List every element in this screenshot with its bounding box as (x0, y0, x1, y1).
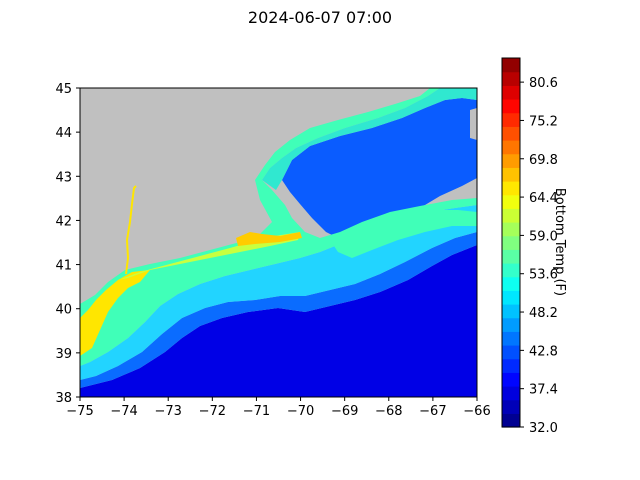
colorbar-swatch (502, 263, 520, 278)
long-island-sound (236, 232, 302, 246)
lat-tick-label: 45 (55, 82, 72, 97)
colorbar-swatch (502, 140, 520, 155)
hudson-river (125, 185, 137, 275)
lon-tick-label: −71 (243, 404, 270, 419)
colorbar-swatch (502, 399, 520, 414)
colorbar-swatch (502, 153, 520, 168)
colorbar-swatch (502, 276, 520, 291)
colorbar-tick-label: 75.2 (529, 114, 558, 129)
colorbar-swatch (502, 413, 520, 428)
colorbar-swatch (502, 58, 520, 73)
colorbar-swatch (502, 372, 520, 387)
lat-tick-label: 39 (55, 347, 72, 362)
lon-tick-label: −67 (419, 404, 446, 419)
colorbar-swatch (502, 317, 520, 332)
lat-tick-label: 40 (55, 303, 72, 318)
colorbar-swatch (502, 249, 520, 264)
colorbar-tick-label: 64.4 (529, 191, 558, 206)
colorbar-tick-label: 80.6 (529, 76, 558, 91)
colorbar-swatch (502, 345, 520, 360)
map-area (80, 88, 477, 397)
colorbar-swatch (502, 181, 520, 196)
colorbar-tick-label: 69.8 (529, 153, 558, 168)
georges-bank (330, 210, 477, 258)
colorbar-swatch (502, 99, 520, 114)
colorbar-tick-label: 48.2 (529, 306, 558, 321)
coastal-warm-waters (80, 270, 150, 356)
colorbar-swatch (502, 126, 520, 141)
colorbar-swatch (502, 304, 520, 319)
shelf-break-band (80, 232, 477, 388)
colorbar-frame (501, 57, 521, 428)
colorbar-tick-label: 59.0 (529, 229, 558, 244)
colorbar-tick-label: 53.6 (529, 268, 558, 283)
lat-tick-label: 42 (55, 214, 72, 229)
colorbar-swatch (502, 194, 520, 209)
colorbar-swatch (502, 331, 520, 346)
mid-shelf-waters (80, 205, 477, 380)
map-title: 2024-06-07 07:00 (247, 8, 393, 27)
colorbar-swatch (502, 208, 520, 223)
lon-tick-label: −75 (66, 404, 93, 419)
colorbar-swatch (502, 290, 520, 305)
lat-tick-label: 44 (55, 126, 72, 141)
colorbar-label: Bottom Temp (F) (552, 188, 567, 296)
longitude-axis: −75 −74 −73 −72 −71 −70 −69 −68 −67 −66 (66, 397, 491, 419)
lon-tick-label: −73 (155, 404, 182, 419)
colorbar-swatch (502, 358, 520, 373)
inner-shelf-waters (80, 88, 477, 366)
latitude-axis: 45 44 43 42 41 40 39 38 (55, 82, 80, 406)
colorbar-swatch (502, 85, 520, 100)
deep-ocean-region (80, 245, 477, 397)
lat-tick-label: 41 (55, 259, 72, 274)
colorbar (502, 58, 520, 428)
colorbar-swatch (502, 71, 520, 86)
nova-scotia-land (470, 108, 477, 140)
lon-tick-label: −66 (463, 404, 490, 419)
lon-tick-label: −72 (199, 404, 226, 419)
lat-tick-label: 43 (55, 170, 72, 185)
colorbar-tick-label: 37.4 (529, 383, 558, 398)
axes-frame (79, 87, 478, 398)
colorbar-tick-label: 32.0 (529, 421, 558, 436)
lon-tick-label: −69 (331, 404, 358, 419)
colorbar-swatch (502, 112, 520, 127)
colorbar-tick-label: 42.8 (529, 344, 558, 359)
colorbar-swatch (502, 222, 520, 237)
maine-coastal-waters (262, 88, 477, 190)
colorbar-swatch (502, 235, 520, 250)
colorbar-swatch (502, 386, 520, 401)
lon-tick-label: −74 (110, 404, 137, 419)
colorbar-swatch (502, 167, 520, 182)
lat-tick-label: 38 (55, 391, 72, 406)
gulf-of-maine-cold-pool (282, 98, 477, 240)
colorbar-ticks: 80.6 75.2 69.8 64.4 59.0 53.6 48.2 42.8 37.4 32.0 (520, 76, 558, 436)
lon-tick-label: −70 (287, 404, 314, 419)
lon-tick-label: −68 (375, 404, 402, 419)
